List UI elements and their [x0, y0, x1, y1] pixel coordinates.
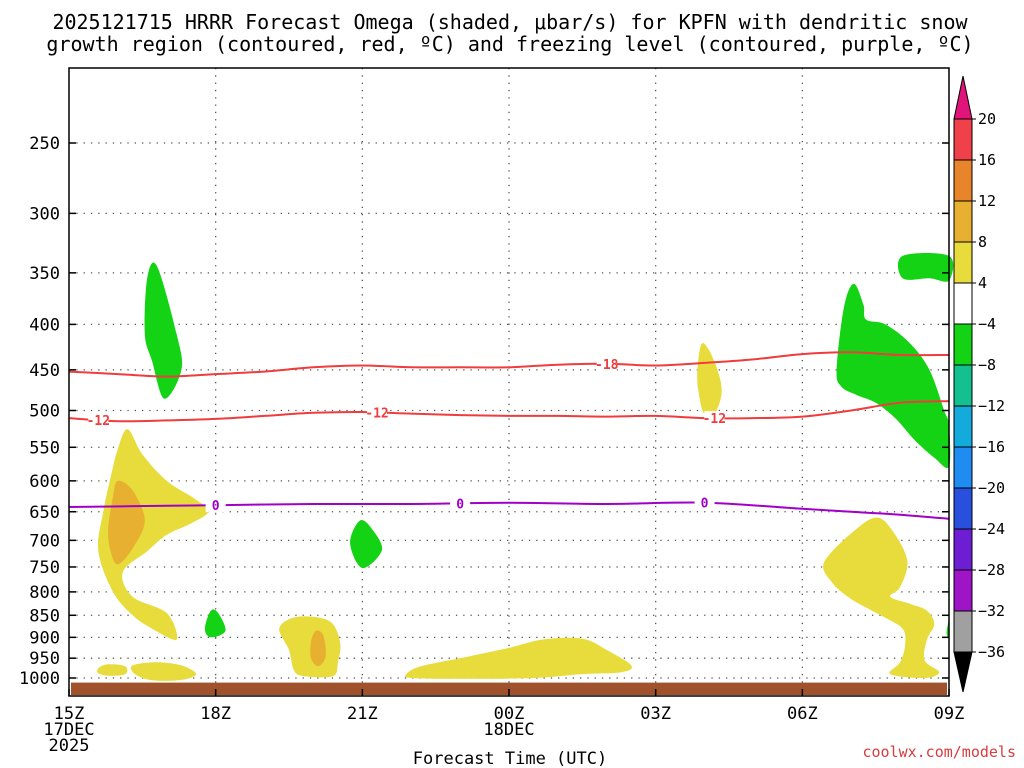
omega-region-10 — [404, 637, 632, 679]
y-tick-label-950: 950 — [29, 649, 60, 669]
y-tick-label-500: 500 — [29, 402, 60, 422]
colorbar-label-5: −4 — [978, 315, 996, 333]
y-axis: 2503003504004505005506006507007508008509… — [19, 134, 949, 689]
grid-lines — [69, 68, 949, 696]
omega-shading — [97, 253, 954, 681]
colorbar-segment-8 — [953, 405, 973, 448]
colorbar-segment-13 — [953, 610, 973, 653]
colorbar-label-3: 8 — [978, 233, 987, 251]
freezing-level-label-bg-2 — [694, 495, 715, 510]
chart-title-line-1: 2025121715 HRRR Forecast Omega (shaded, … — [52, 10, 968, 34]
y-tick-label-850: 850 — [29, 606, 60, 626]
isotherm-0-label-0: -18 — [595, 358, 619, 373]
y-tick-label-700: 700 — [29, 531, 60, 551]
isotherm-1-label-2: -12 — [703, 412, 726, 427]
omega-region-11 — [130, 662, 197, 681]
omega-region-7 — [697, 342, 722, 417]
colorbar-segment-3 — [953, 200, 973, 243]
colorbar-label-7: −12 — [978, 397, 1005, 415]
terrain-bar — [71, 682, 947, 695]
isotherm-1-label-1: -12 — [365, 407, 388, 422]
colorbar-segment-4 — [953, 241, 973, 284]
colorbar-label-0: 20 — [978, 110, 996, 128]
omega-region-14 — [310, 630, 326, 667]
omega-region-4 — [204, 609, 226, 638]
y-tick-label-300: 300 — [29, 204, 60, 224]
terrain — [71, 682, 947, 695]
isotherm-1-label-bg-2 — [704, 411, 725, 426]
freezing-level-label-bg-1 — [450, 496, 471, 511]
omega-region-1 — [836, 283, 951, 468]
x-tick-label-3-0: 18Z — [200, 704, 231, 724]
omega-region-9 — [279, 616, 341, 678]
isotherm-1-label-bg-1 — [367, 405, 387, 420]
x-tick-label-6-0: 21Z — [347, 704, 378, 724]
x-tick-label-18-0: 09Z — [934, 704, 965, 724]
colorbar-segment-6 — [953, 323, 973, 366]
colorbar-segment-bottom — [953, 651, 973, 693]
colorbar-segment-top — [953, 75, 973, 120]
x-axis-label: Forecast Time (UTC) — [413, 749, 607, 768]
colorbar-segment-1 — [953, 118, 973, 161]
freezing-level-label-0: 0 — [212, 499, 220, 514]
x-tick-label-0-0: 15Z — [54, 704, 85, 724]
colorbar-segment-10 — [953, 487, 973, 530]
colorbar-label-8: −16 — [978, 438, 1005, 456]
x-tick-label-0-1: 17DEC — [43, 720, 94, 740]
y-tick-label-250: 250 — [29, 134, 60, 154]
contours: -18 -12 -12 -12 0 0 0 — [68, 351, 950, 520]
colorbar-label-1: 16 — [978, 151, 996, 169]
colorbar-segment-5 — [953, 282, 973, 325]
colorbar-label-6: −8 — [978, 356, 996, 374]
y-tick-label-650: 650 — [29, 503, 60, 523]
y-tick-label-400: 400 — [29, 315, 60, 335]
freezing-level-label-2: 0 — [701, 497, 709, 512]
x-tick-label-9-1: 18DEC — [483, 720, 534, 740]
x-tick-label-9-0: 00Z — [494, 704, 525, 724]
freezing-level-label-bg-0 — [205, 498, 226, 513]
y-tick-label-1000: 1000 — [19, 669, 60, 689]
y-tick-label-900: 900 — [29, 628, 60, 648]
colorbar-label-13: −36 — [978, 643, 1005, 661]
y-tick-label-750: 750 — [29, 558, 60, 578]
x-tick-label-0-2: 2025 — [49, 736, 90, 756]
credit-text: coolwx.com/models — [862, 743, 1016, 761]
omega-region-0 — [144, 262, 183, 399]
omega-region-8 — [823, 517, 940, 679]
x-tick-label-12-0: 03Z — [640, 704, 671, 724]
y-tick-label-450: 450 — [29, 361, 60, 381]
colorbar: 20 16 12 8 4 −4 −8 −12 −16 −20 −24 −28 −32 −36 — [953, 75, 1005, 693]
isotherm-1-label-bg-0 — [88, 412, 109, 427]
colorbar-segment-12 — [953, 569, 973, 612]
colorbar-segment-2 — [953, 159, 973, 202]
y-tick-label-600: 600 — [29, 472, 60, 492]
isotherm-1-label-0: -12 — [87, 414, 110, 429]
x-tick-label-15-0: 06Z — [787, 704, 818, 724]
omega-region-12 — [97, 664, 128, 676]
isotherm-0-line — [68, 351, 950, 378]
colorbar-segment-7 — [953, 364, 973, 407]
colorbar-label-12: −32 — [978, 602, 1005, 620]
omega-region-6 — [97, 429, 209, 640]
y-tick-label-550: 550 — [29, 438, 60, 458]
freezing-level-label-1: 0 — [456, 497, 464, 512]
omega-region-13 — [108, 480, 145, 565]
colorbar-label-11: −28 — [978, 561, 1005, 579]
colorbar-segment-9 — [953, 446, 973, 489]
colorbar-label-10: −24 — [978, 520, 1005, 538]
chart-title-line-2: growth region (contoured, red, ºC) and f… — [46, 32, 973, 56]
omega-region-3 — [350, 520, 383, 569]
colorbar-segment-11 — [953, 528, 973, 571]
omega-region-2 — [897, 253, 954, 282]
y-tick-label-800: 800 — [29, 583, 60, 603]
isotherm-0-label-bg-0 — [596, 356, 617, 371]
colorbar-label-2: 12 — [978, 192, 996, 210]
colorbar-label-9: −20 — [978, 479, 1005, 497]
y-tick-label-350: 350 — [29, 264, 60, 284]
colorbar-label-4: 4 — [978, 274, 987, 292]
isotherm-1-line — [68, 400, 950, 423]
